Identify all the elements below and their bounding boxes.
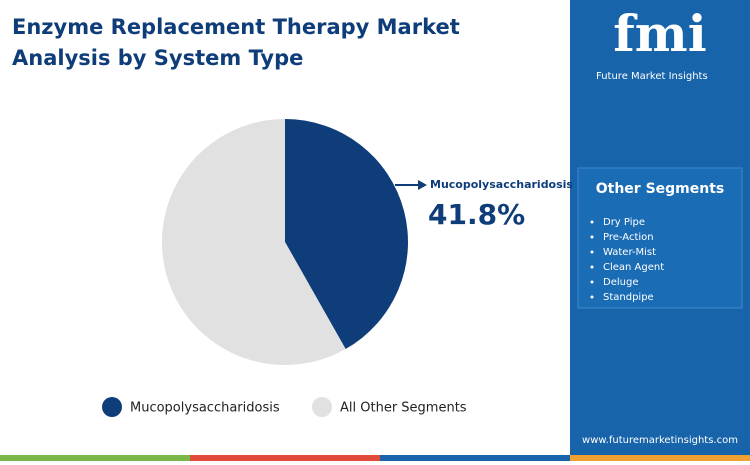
bullet bbox=[590, 235, 594, 239]
segments-title: Other Segments bbox=[596, 181, 725, 197]
segment-item: Dry Pipe bbox=[603, 217, 645, 228]
legend-swatch bbox=[102, 397, 122, 417]
bullet bbox=[590, 265, 594, 269]
pie-slice bbox=[285, 119, 408, 350]
annotation-label: Mucopolysaccharidosis bbox=[430, 178, 573, 191]
legend-label: All Other Segments bbox=[340, 401, 467, 416]
bullet bbox=[590, 220, 594, 224]
strip bbox=[190, 455, 380, 461]
bullet bbox=[590, 250, 594, 254]
legend-swatch bbox=[312, 397, 332, 417]
segment-item: Deluge bbox=[603, 277, 638, 288]
bullet bbox=[590, 295, 594, 299]
brand: Future Market Insights bbox=[596, 71, 708, 82]
segment-item: Pre-Action bbox=[603, 232, 654, 243]
segment-item: Standpipe bbox=[603, 292, 654, 303]
chart-title-line1: Enzyme Replacement Therapy Market bbox=[12, 15, 460, 39]
strip bbox=[0, 455, 190, 461]
bullet bbox=[590, 280, 594, 284]
segments-box bbox=[577, 167, 743, 309]
legend-label: Mucopolysaccharidosis bbox=[130, 401, 280, 416]
segment-item: Clean Agent bbox=[603, 262, 664, 273]
annotation-value: 41.8% bbox=[428, 198, 525, 231]
strip bbox=[380, 455, 570, 461]
logo: fmi bbox=[613, 4, 706, 63]
pie-slice bbox=[161, 119, 346, 365]
strip bbox=[570, 455, 750, 461]
segment-item: Water-Mist bbox=[603, 247, 656, 258]
chart-title-line2: Analysis by System Type bbox=[12, 46, 303, 70]
url: www.futuremarketinsights.com bbox=[582, 435, 738, 446]
annotation-arrowhead bbox=[418, 180, 427, 190]
